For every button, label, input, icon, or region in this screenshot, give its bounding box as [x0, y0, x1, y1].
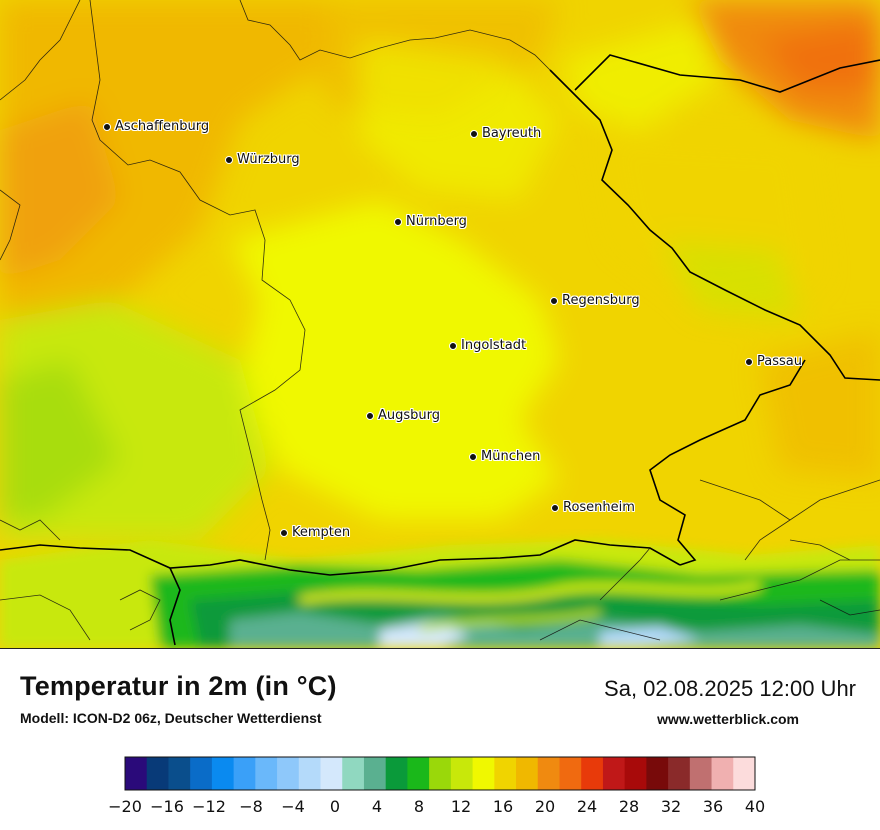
legend-tick-label: −12 [192, 797, 226, 816]
city-dot [394, 217, 402, 226]
legend-tick-label: 8 [414, 797, 424, 816]
legend-swatch [190, 757, 213, 790]
legend-tick-label: −16 [150, 797, 184, 816]
legend-swatch [733, 757, 756, 790]
legend-swatch [472, 757, 495, 790]
website-link[interactable]: www.wetterblick.com [657, 711, 799, 727]
legend-tick-label: 0 [330, 797, 340, 816]
legend-swatch [233, 757, 256, 790]
city-label: Rosenheim [563, 500, 635, 515]
legend-swatch [298, 757, 321, 790]
city-label: München [481, 449, 541, 464]
map-field [0, 0, 880, 648]
legend-swatch [168, 757, 191, 790]
city-marker-regensburg: Regensburg [550, 293, 640, 308]
city-dot [366, 411, 374, 420]
city-marker-aschaffenburg: Aschaffenburg [103, 119, 209, 134]
legend-tick-label: 20 [535, 797, 555, 816]
legend-swatch [407, 757, 430, 790]
city-marker-augsburg: Augsburg [366, 408, 440, 423]
legend-swatch [342, 757, 365, 790]
color-legend: −20 −16 −12 −8 −4 0 4 8 12 16 20 24 28 32 36 40 [0, 649, 880, 830]
legend-swatch [146, 757, 169, 790]
legend-swatch [537, 757, 560, 790]
legend-tick-label: 4 [372, 797, 382, 816]
legend-swatch [320, 757, 343, 790]
city-label: Passau [757, 354, 802, 369]
city-dot [469, 452, 477, 461]
map-title: Temperatur in 2m (in °C) [20, 671, 337, 701]
city-label: Augsburg [378, 408, 441, 423]
city-marker-muenchen: München [469, 449, 540, 464]
city-label: Ingolstadt [461, 338, 527, 353]
city-dot [470, 129, 478, 138]
legend-swatch [624, 757, 647, 790]
city-label: Regensburg [562, 293, 640, 308]
city-marker-nuernberg: Nürnberg [394, 214, 467, 229]
legend-swatch [711, 757, 734, 790]
legend-tick-label: −8 [239, 797, 263, 816]
legend-scale: −20 −16 −12 −8 −4 0 4 8 12 16 20 24 28 32 36 40 [108, 756, 765, 816]
city-label: Nürnberg [406, 214, 467, 229]
legend-tick-label: −4 [281, 797, 305, 816]
legend-swatch [255, 757, 278, 790]
legend-tick-label: 24 [577, 797, 597, 816]
forecast-datetime: Sa, 02.08.2025 12:00 Uhr [604, 676, 856, 701]
map-footer: Temperatur in 2m (in °C) Modell: ICON-D2… [0, 649, 880, 830]
city-dot [103, 122, 111, 131]
temperature-map: Aschaffenburg Würzburg Bayreuth Nürnberg… [0, 0, 880, 649]
legend-swatch [516, 757, 539, 790]
legend-swatch [385, 757, 408, 790]
legend-tick-label: 12 [451, 797, 471, 816]
legend-swatch [125, 757, 148, 790]
city-marker-ingolstadt: Ingolstadt [449, 338, 526, 353]
legend-swatch [429, 757, 452, 790]
legend-swatch [277, 757, 300, 790]
city-label: Würzburg [237, 152, 300, 167]
city-dot [551, 503, 559, 512]
legend-tick-label: 28 [619, 797, 639, 816]
city-marker-rosenheim: Rosenheim [551, 500, 635, 515]
legend-tick-label: −20 [108, 797, 142, 816]
city-dot [745, 357, 753, 366]
city-label: Bayreuth [482, 126, 542, 141]
model-info: Modell: ICON-D2 06z, Deutscher Wetterdie… [20, 710, 322, 726]
legend-border [124, 756, 756, 791]
city-dot [225, 155, 233, 164]
legend-swatch [668, 757, 691, 790]
legend-tick-label: 36 [703, 797, 723, 816]
city-dot [449, 341, 457, 350]
legend-tick-label: 40 [745, 797, 765, 816]
legend-swatch [602, 757, 626, 790]
legend-swatch [646, 757, 669, 790]
city-label: Kempten [292, 525, 351, 540]
city-marker-kempten: Kempten [280, 525, 350, 540]
legend-swatch [450, 757, 473, 790]
legend-tick-label: 16 [493, 797, 513, 816]
legend-swatch [363, 757, 387, 790]
city-dot [280, 528, 288, 537]
city-marker-passau: Passau [745, 354, 802, 369]
legend-swatch [581, 757, 604, 790]
city-label: Aschaffenburg [115, 119, 210, 134]
city-dot [550, 296, 558, 305]
legend-swatch [559, 757, 582, 790]
legend-swatch [211, 757, 235, 790]
legend-tick-label: 32 [661, 797, 681, 816]
legend-swatch [494, 757, 517, 790]
city-marker-bayreuth: Bayreuth [470, 126, 541, 141]
legend-swatch [689, 757, 712, 790]
city-marker-wuerzburg: Würzburg [225, 152, 300, 167]
